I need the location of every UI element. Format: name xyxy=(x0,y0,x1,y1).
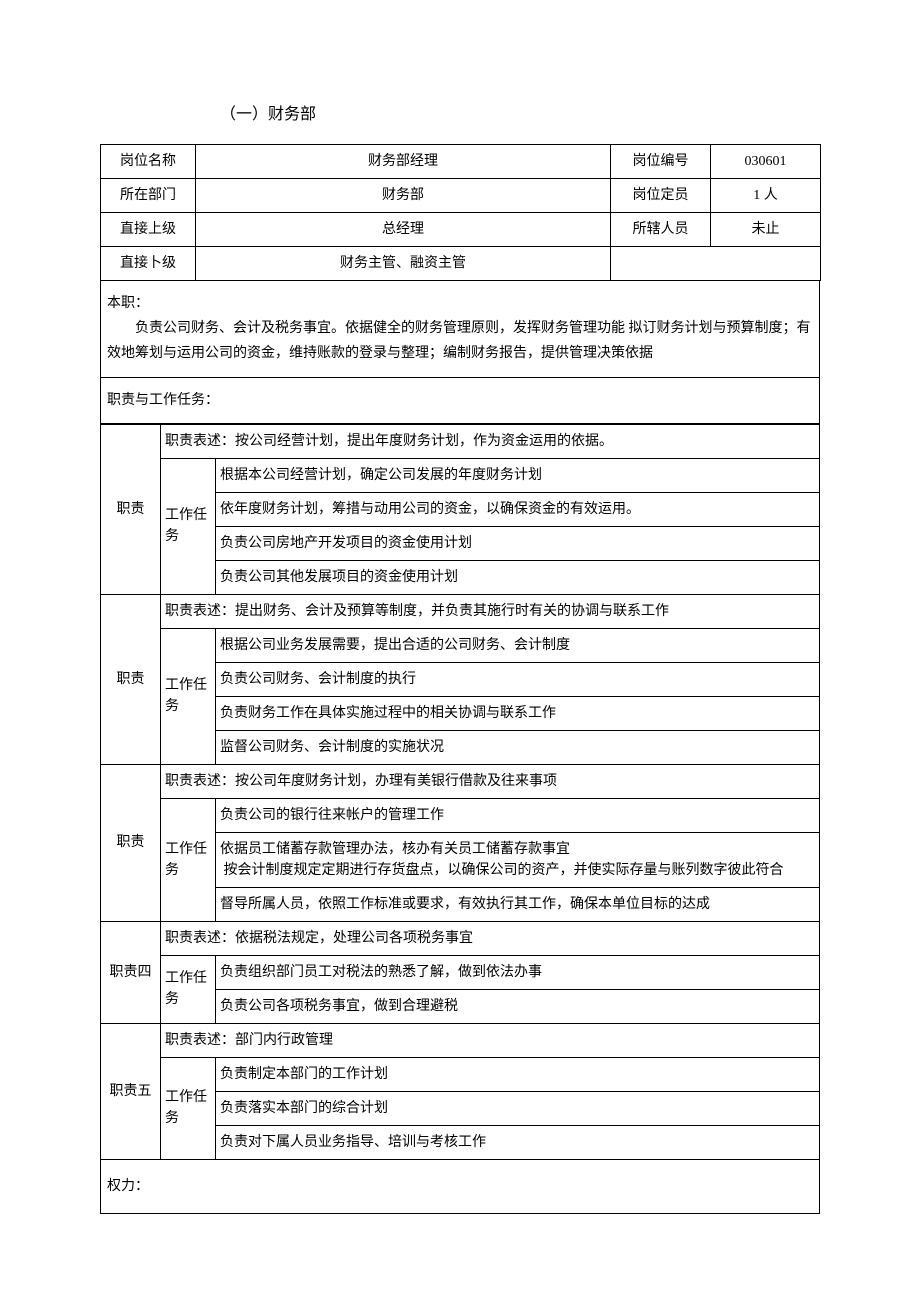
task-item: 负责公司房地产开发项目的资金使用计划 xyxy=(216,526,820,560)
duty-side-label: 职责 xyxy=(101,594,161,764)
task-label: 工作任务 xyxy=(161,628,216,764)
task-item: 根据本公司经营计划，确定公司发展的年度财务计划 xyxy=(216,458,820,492)
value-department: 财务部 xyxy=(196,179,611,213)
zhize-label: 职责与工作任务： xyxy=(107,393,219,408)
empty-cell xyxy=(611,247,821,281)
task-item: 督导所属人员，依照工作标准或要求，有效执行其工作，确保本单位目标的达成 xyxy=(216,887,820,921)
duty-side-label: 职责 xyxy=(101,424,161,594)
duty-description: 职责表述：按公司经营计划，提出年度财务计划，作为资金运用的依据。 xyxy=(161,424,820,458)
label-subordinates: 所辖人员 xyxy=(611,213,711,247)
task-label: 工作任务 xyxy=(161,798,216,921)
task-item: 负责组织部门员工对税法的熟悉了解，做到依法办事 xyxy=(216,955,820,989)
duty-description: 职责表述：部门内行政管理 xyxy=(161,1023,820,1057)
task-label: 工作任务 xyxy=(161,458,216,594)
label-superior: 直接上级 xyxy=(101,213,196,247)
task-label: 工作任务 xyxy=(161,955,216,1023)
task-item: 根据公司业务发展需要，提出合适的公司财务、会计制度 xyxy=(216,628,820,662)
value-position-code: 030601 xyxy=(711,145,821,179)
task-item: 负责公司财务、会计制度的执行 xyxy=(216,662,820,696)
value-direct-lower: 财务主管、融资主管 xyxy=(196,247,611,281)
task-item: 负责公司的银行往来帐户的管理工作 xyxy=(216,798,820,832)
duty-side-label: 职责四 xyxy=(101,921,161,1023)
benzhi-section: 本职： 负责公司财务、会计及税务事宜。依据健全的财务管理原则，发挥财务管理功能 … xyxy=(100,281,820,378)
duty-description: 职责表述：按公司年度财务计划，办理有美银行借款及往来事项 xyxy=(161,764,820,798)
duties-table: 职责职责表述：按公司经营计划，提出年度财务计划，作为资金运用的依据。工作任务根据… xyxy=(100,424,820,1160)
task-item: 负责对下属人员业务指导、培训与考核工作 xyxy=(216,1125,820,1159)
benzhi-label: 本职： xyxy=(107,291,813,316)
label-quota: 岗位定员 xyxy=(611,179,711,213)
label-position-name: 岗位名称 xyxy=(101,145,196,179)
task-item: 负责制定本部门的工作计划 xyxy=(216,1057,820,1091)
header-table: 岗位名称 财务部经理 岗位编号 030601 所在部门 财务部 岗位定员 1 人… xyxy=(100,144,821,281)
value-quota: 1 人 xyxy=(711,179,821,213)
quanli-section: 权力： xyxy=(100,1160,820,1214)
task-item: 负责落实本部门的综合计划 xyxy=(216,1091,820,1125)
label-position-code: 岗位编号 xyxy=(611,145,711,179)
section-title: （一）财务部 xyxy=(220,100,820,124)
quanli-label: 权力： xyxy=(107,1179,149,1194)
task-item: 依年度财务计划，筹措与动用公司的资金，以确保资金的有效运用。 xyxy=(216,492,820,526)
label-department: 所在部门 xyxy=(101,179,196,213)
value-superior: 总经理 xyxy=(196,213,611,247)
duty-side-label: 职责 xyxy=(101,764,161,921)
value-position-name: 财务部经理 xyxy=(196,145,611,179)
duty-description: 职责表述：提出财务、会计及预算等制度，并负责其施行时有关的协调与联系工作 xyxy=(161,594,820,628)
task-item: 负责公司其他发展项目的资金使用计划 xyxy=(216,560,820,594)
benzhi-text: 负责公司财务、会计及税务事宜。依据健全的财务管理原则，发挥财务管理功能 拟订财务… xyxy=(107,316,813,366)
task-item: 依据员工储蓄存款管理办法，核办有关员工储蓄存款事宜 按会计制度规定定期进行存货盘… xyxy=(216,832,820,887)
duty-side-label: 职责五 xyxy=(101,1023,161,1159)
duty-description: 职责表述：依据税法规定，处理公司各项税务事宜 xyxy=(161,921,820,955)
label-direct-lower: 直接卜级 xyxy=(101,247,196,281)
zhize-label-section: 职责与工作任务： xyxy=(100,378,820,424)
task-item: 负责财务工作在具体实施过程中的相关协调与联系工作 xyxy=(216,696,820,730)
task-item: 负责公司各项税务事宜，做到合理避税 xyxy=(216,989,820,1023)
value-subordinates: 未止 xyxy=(711,213,821,247)
task-label: 工作任务 xyxy=(161,1057,216,1159)
task-item: 监督公司财务、会计制度的实施状况 xyxy=(216,730,820,764)
